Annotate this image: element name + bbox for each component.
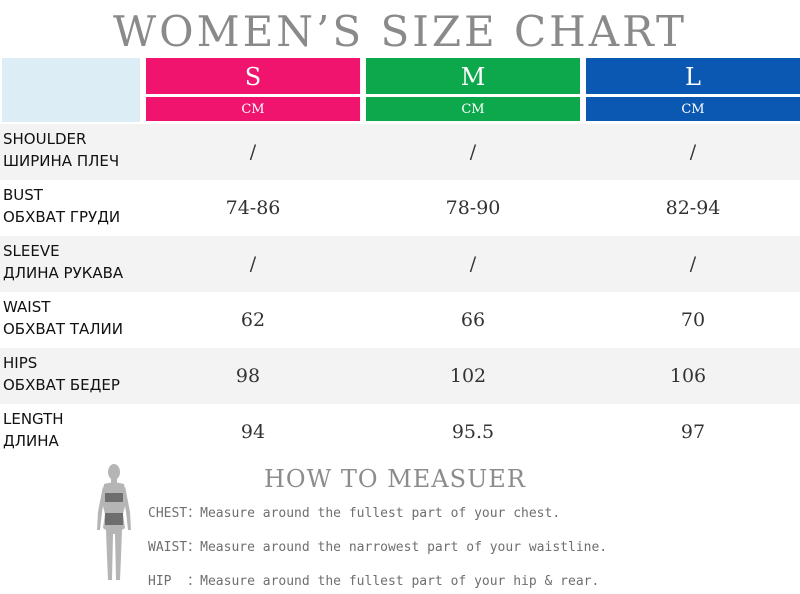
- size-header-m: M: [366, 58, 580, 94]
- cell-l: 70: [680, 309, 706, 331]
- cell-l: 106: [669, 365, 707, 387]
- table-row: BUST ОБХВАТ ГРУДИ 74-86 78-90 82-94: [0, 180, 800, 236]
- row-label-ru: ШИРИНА ПЛЕЧ: [3, 152, 120, 170]
- row-label: SHOULDER ШИРИНА ПЛЕЧ: [3, 128, 119, 172]
- unit-header-l: CM: [586, 97, 800, 121]
- row-label-en: HIPS: [3, 354, 38, 372]
- table-row: LENGTH ДЛИНА 94 95.5 97: [0, 404, 800, 460]
- row-label-en: LENGTH: [3, 410, 64, 428]
- row-label-ru: ОБХВАТ ТАЛИИ: [3, 320, 123, 338]
- row-label: WAIST ОБХВАТ ТАЛИИ: [3, 296, 123, 340]
- table-row: SLEEVE ДЛИНА РУКАВА / / /: [0, 236, 800, 292]
- table-row: WAIST ОБХВАТ ТАЛИИ 62 66 70: [0, 292, 800, 348]
- cell-l: /: [689, 141, 697, 163]
- row-label: HIPS ОБХВАТ БЕДЕР: [3, 352, 120, 396]
- cell-m: 102: [449, 365, 487, 387]
- cell-s: 74-86: [225, 197, 281, 219]
- unit-header-m: CM: [366, 97, 580, 121]
- cell-s: 94: [240, 421, 266, 443]
- row-label: LENGTH ДЛИНА: [3, 408, 64, 452]
- row-label-en: WAIST: [3, 298, 51, 316]
- measure-waist: WAIST：Measure around the narrowest part …: [148, 540, 608, 555]
- cell-s: /: [249, 141, 257, 163]
- cell-m: 66: [460, 309, 486, 331]
- row-label-en: SLEEVE: [3, 242, 60, 260]
- cell-l: 97: [680, 421, 706, 443]
- row-label-en: BUST: [3, 186, 43, 204]
- measure-chest: CHEST：Measure around the fullest part of…: [148, 506, 561, 521]
- row-label: SLEEVE ДЛИНА РУКАВА: [3, 240, 123, 284]
- row-label-ru: ОБХВАТ БЕДЕР: [3, 376, 120, 394]
- woman-silhouette-icon: [97, 464, 131, 580]
- cell-s: /: [249, 253, 257, 275]
- table-row: SHOULDER ШИРИНА ПЛЕЧ / / /: [0, 124, 800, 180]
- cell-s: 62: [240, 309, 266, 331]
- table-corner: [2, 58, 140, 122]
- size-header-s: S: [146, 58, 360, 94]
- cell-m: 95.5: [451, 421, 495, 443]
- row-label-ru: ДЛИНА РУКАВА: [3, 264, 124, 282]
- row-label-ru: ДЛИНА: [3, 432, 59, 450]
- cell-m: 78-90: [445, 197, 501, 219]
- how-to-measure-title: HOW TO MEASUER: [264, 465, 526, 493]
- measure-hip: HIP ：Measure around the fullest part of …: [148, 574, 600, 589]
- row-label: BUST ОБХВАТ ГРУДИ: [3, 184, 120, 228]
- unit-header-s: CM: [146, 97, 360, 121]
- cell-m: /: [469, 253, 477, 275]
- size-header-l: L: [586, 58, 800, 94]
- cell-m: /: [469, 141, 477, 163]
- row-label-ru: ОБХВАТ ГРУДИ: [3, 208, 121, 226]
- cell-s: 98: [235, 365, 261, 387]
- page-title: WOMEN’S SIZE CHART: [112, 7, 688, 56]
- row-label-en: SHOULDER: [3, 130, 87, 148]
- cell-l: 82-94: [665, 197, 721, 219]
- table-row: HIPS ОБХВАТ БЕДЕР 98 102 106: [0, 348, 800, 404]
- cell-l: /: [689, 253, 697, 275]
